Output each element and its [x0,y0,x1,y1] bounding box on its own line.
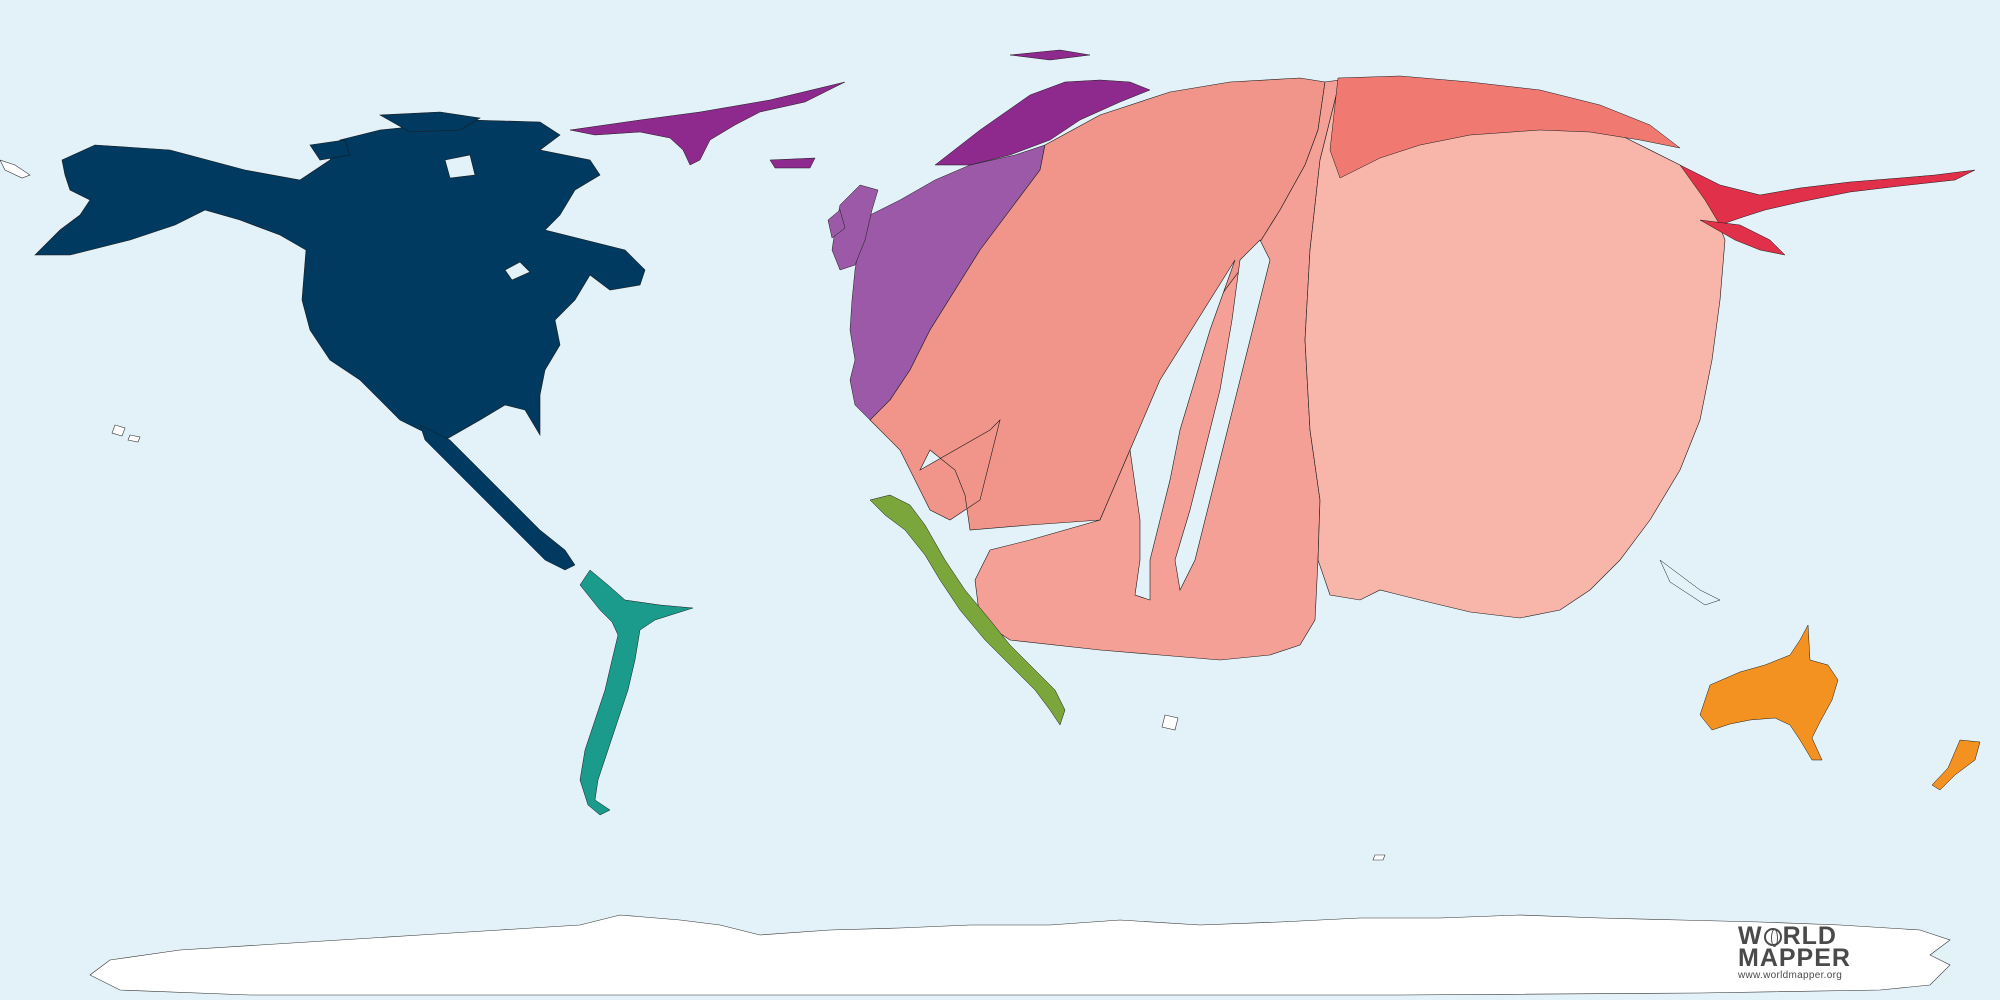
logo-line-1: W RLD [1738,922,1837,950]
region-antarctica [89,914,1951,996]
region-greenland [569,81,846,169]
worldmapper-logo: W RLD MAPPER www.worldmapper.org [1738,922,1898,985]
region-japan-fareast [1679,164,1976,256]
minor-islands [0,159,1386,861]
region-east-asia [1304,77,1726,619]
region-eastern-europe [934,49,1151,166]
region-russia [1329,75,1681,179]
region-oceania [1659,559,1981,791]
region-africa [869,494,1066,726]
logo-line-2: MAPPER [1738,944,1851,972]
region-western-europe [827,144,1046,421]
logo-url: www.worldmapper.org [1738,970,1843,981]
region-north-america [34,111,646,441]
globe-icon [1763,928,1782,947]
region-south-america [419,424,694,816]
